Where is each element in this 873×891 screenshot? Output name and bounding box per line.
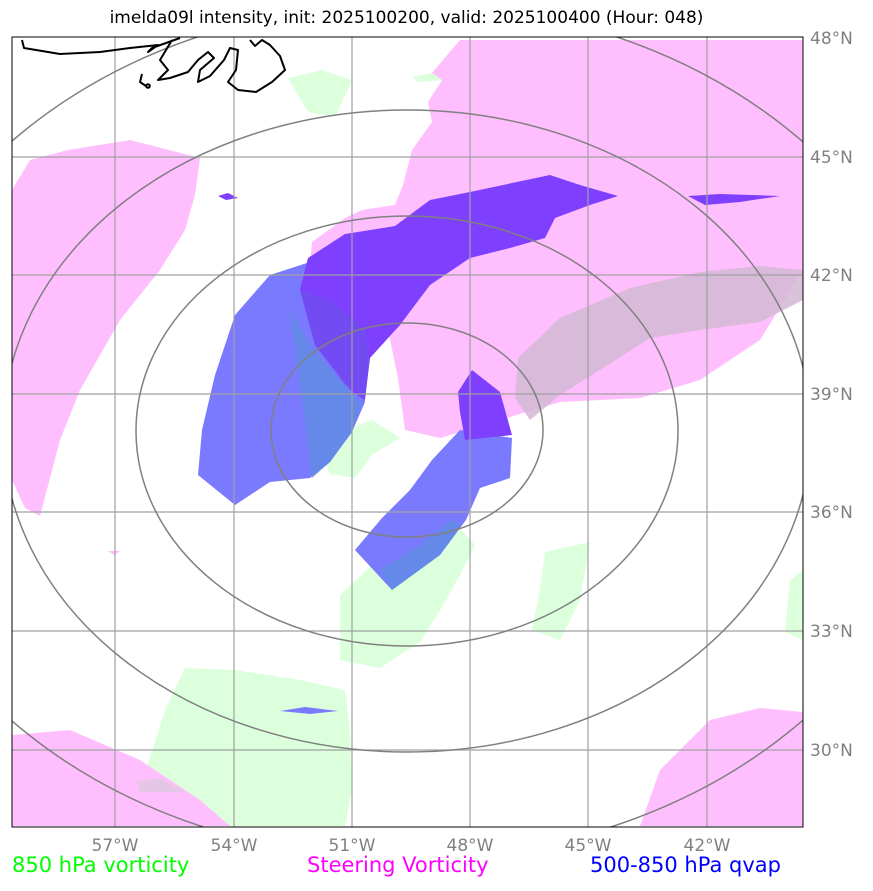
lon-tick-labels: 57°W 54°W 51°W 48°W 45°W 42°W xyxy=(92,836,731,856)
legend-qvap: 500-850 hPa qvap xyxy=(590,853,781,877)
lat-tick-label: 39°N xyxy=(810,385,853,405)
map-gridlines xyxy=(12,37,803,827)
range-ring-3 xyxy=(12,109,803,753)
lon-tick-label: 54°W xyxy=(211,836,258,856)
qvap-overlap-fill xyxy=(218,175,780,440)
steering-vorticity-fill xyxy=(12,40,803,826)
coastline xyxy=(21,37,286,93)
map-frame xyxy=(11,36,804,828)
range-ring-1 xyxy=(270,322,544,538)
lat-tick-label: 33°N xyxy=(810,622,853,642)
lon-tick-label: 57°W xyxy=(92,836,139,856)
lat-tick-label: 30°N xyxy=(810,741,853,761)
lon-tick-label: 45°W xyxy=(565,836,612,856)
lat-tick-label: 48°N xyxy=(810,29,853,49)
map-title: imelda09l intensity, init: 2025100200, v… xyxy=(109,8,704,28)
legend-steering-vorticity: Steering Vorticity xyxy=(307,853,489,877)
lat-tick-labels: 48°N 45°N 42°N 39°N 36°N 33°N 30°N xyxy=(810,29,853,761)
overlap-band-west xyxy=(136,778,185,792)
range-ring-2 xyxy=(135,215,679,647)
range-rings xyxy=(12,37,803,827)
lat-tick-label: 36°N xyxy=(810,503,853,523)
lon-tick-label: 51°W xyxy=(329,836,376,856)
overlap-band xyxy=(515,266,803,420)
lon-tick-label: 42°W xyxy=(684,836,731,856)
lon-tick-label: 48°W xyxy=(447,836,494,856)
map-plot-area xyxy=(12,37,803,827)
legend-850-vorticity: 850 hPa vorticity xyxy=(12,853,190,877)
lat-tick-label: 45°N xyxy=(810,148,853,168)
lat-tick-label: 42°N xyxy=(810,266,853,286)
